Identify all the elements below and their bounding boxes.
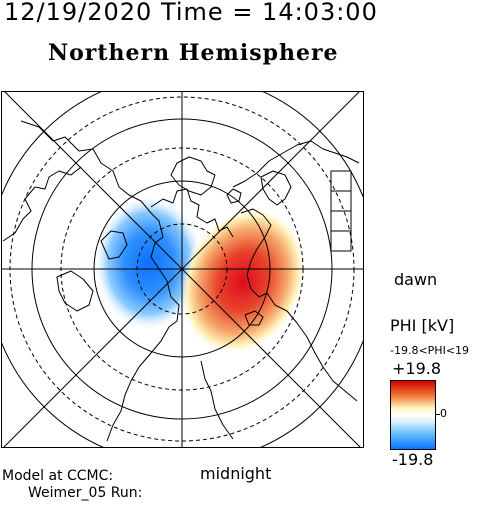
coastline-svalbard (226, 188, 242, 204)
coastline-pacific-east (200, 360, 234, 440)
coastline-greenland (170, 156, 216, 196)
coastline-europe (240, 208, 358, 402)
model-label: Model at CCMC: (2, 468, 114, 484)
colorbar-max-label: +19.8 (392, 359, 442, 378)
run-label: Weimer_05 Run: (28, 485, 143, 501)
coastline-asia (232, 140, 360, 188)
dawn-label: dawn (394, 270, 438, 289)
colorbar-mid-label: 0 (440, 407, 447, 420)
polar-map (1, 91, 364, 448)
positive-potential-cell (179, 207, 307, 355)
date-time-title: 12/19/2020 Time = 14:03:00 (4, 0, 378, 26)
colorbar-tick (436, 414, 440, 415)
coastline-iceland (244, 310, 264, 326)
negative-potential-cell (94, 195, 204, 331)
colorbar-title: PHI [kV] (390, 316, 455, 335)
coastline-scandinavia (260, 170, 292, 206)
coastline-canada-arctic (150, 188, 234, 238)
colorbar-min-label: -19.8 (392, 450, 434, 469)
meridian-line (2, 91, 361, 448)
hemisphere-title: Northern Hemisphere (48, 40, 339, 66)
midnight-label: midnight (200, 464, 272, 483)
coastline-baffin (100, 230, 128, 260)
coastline-north-america (20, 120, 180, 442)
coastline-hudson (56, 270, 94, 312)
meridian-line (3, 91, 362, 448)
colorbar-range: -19.8<PHI<19 (390, 345, 470, 356)
coastline-alaska (2, 166, 82, 242)
map-grid-box (330, 230, 352, 252)
colorbar (390, 380, 436, 450)
